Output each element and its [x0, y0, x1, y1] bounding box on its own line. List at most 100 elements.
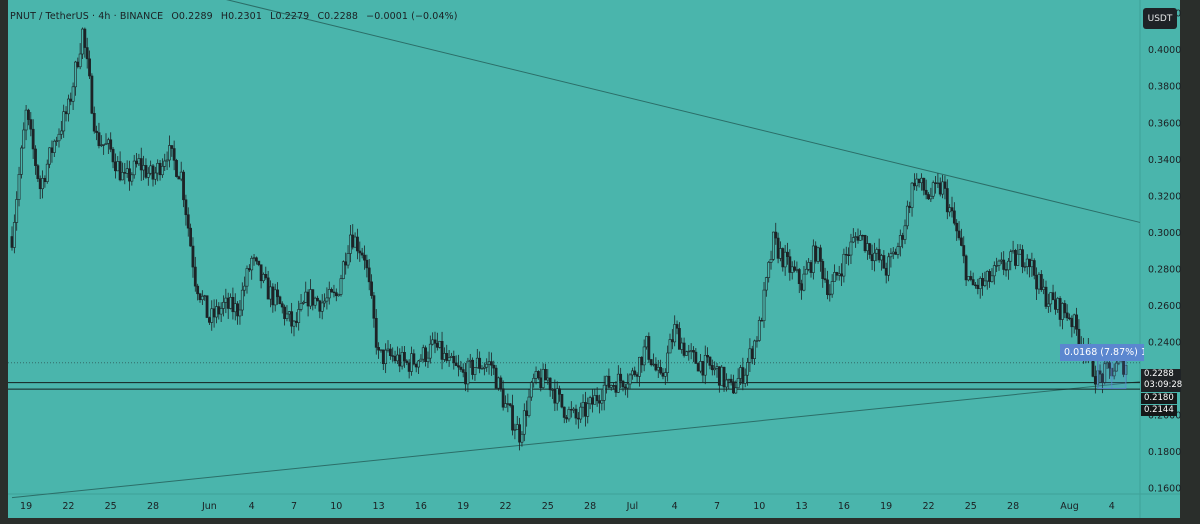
candle-up	[689, 350, 693, 352]
candle-down	[43, 178, 47, 182]
current-price-value: 0.2288	[1144, 369, 1174, 379]
candle-up	[551, 389, 554, 391]
candle-down	[814, 245, 818, 262]
candle-down	[259, 264, 263, 282]
candle-up	[304, 291, 308, 303]
candle-up	[769, 258, 773, 263]
candle-up	[1006, 260, 1010, 271]
candle-down	[264, 274, 268, 279]
candle-up	[71, 86, 75, 102]
candle-up	[104, 143, 108, 145]
price-tick-label: 0.2800	[1148, 264, 1181, 275]
candle-up	[339, 278, 343, 295]
candle-up	[811, 245, 815, 273]
candle-down	[175, 160, 178, 177]
time-tick-label: Aug	[1060, 501, 1079, 512]
candle-down	[882, 255, 886, 269]
candle-up	[828, 293, 832, 296]
candle-down	[1054, 299, 1057, 310]
candle-down	[508, 403, 512, 406]
candle-down	[489, 361, 493, 366]
time-tick-label: Jul	[626, 501, 638, 512]
time-tick-label: 25	[542, 501, 554, 512]
candle-up	[473, 367, 477, 375]
candle-down	[226, 297, 230, 309]
candle-down	[677, 328, 681, 350]
currency-button[interactable]: USDT	[1143, 8, 1177, 29]
candle-up	[1103, 363, 1107, 383]
candle-down	[964, 255, 968, 281]
time-tick-label: 19	[20, 501, 32, 512]
candle-down	[1068, 317, 1071, 320]
measure-label: 0.0168 (7.87%) 16	[1060, 344, 1144, 361]
candle-up	[384, 349, 388, 365]
candle-down	[732, 381, 735, 394]
candle-down	[367, 267, 371, 283]
candle-up	[1011, 250, 1015, 253]
candle-countdown: 03:09:28	[1144, 380, 1183, 390]
candle-up	[685, 351, 688, 356]
candle-down	[518, 424, 522, 443]
candle-up	[24, 109, 28, 131]
candle-down	[365, 259, 369, 269]
candle-up	[724, 379, 728, 388]
candle-up	[348, 234, 352, 254]
candle-up	[720, 366, 724, 386]
candle-up	[45, 163, 49, 182]
price-tick-label: 0.1600	[1148, 484, 1181, 495]
time-tick-label: 4	[1109, 501, 1115, 512]
candle-down	[1028, 258, 1031, 268]
candle-down	[623, 386, 627, 389]
candle-up	[22, 129, 26, 149]
candle-up	[983, 280, 987, 286]
candle-down	[135, 160, 138, 165]
candle-up	[309, 289, 312, 307]
candle-up	[767, 262, 771, 278]
candle-up	[1061, 303, 1064, 320]
price-tick-label: 0.3600	[1148, 118, 1181, 129]
candle-up	[529, 382, 533, 398]
time-tick-label: Jun	[201, 501, 217, 512]
candle-up	[910, 182, 914, 208]
candle-down	[682, 342, 686, 356]
candle-down	[945, 188, 949, 213]
candle-up	[428, 343, 432, 359]
candle-down	[927, 194, 930, 200]
candle-up	[783, 251, 787, 268]
candle-up	[652, 363, 655, 366]
candle-down	[457, 365, 460, 368]
candle-down	[471, 359, 475, 375]
price-tick-label: 0.3200	[1148, 191, 1181, 202]
candle-down	[800, 283, 804, 291]
candle-up	[313, 297, 317, 306]
candle-up	[727, 378, 731, 381]
candle-down	[955, 222, 959, 232]
candle-down	[635, 374, 639, 377]
price-tick-label: 0.4000	[1148, 45, 1181, 56]
time-tick-label: 10	[753, 501, 765, 512]
candle-down	[69, 98, 73, 102]
candle-up	[898, 235, 902, 247]
candle-up	[269, 286, 272, 300]
candle-down	[158, 162, 162, 176]
candle-up	[889, 253, 893, 258]
support-level-1-tag: 0.2180	[1141, 393, 1177, 404]
candle-down	[151, 165, 155, 180]
candle-up	[179, 171, 183, 180]
trendline	[11, 381, 1141, 499]
candle-down	[583, 402, 587, 417]
candle-up	[748, 348, 752, 363]
candle-up	[527, 396, 531, 416]
candle-down	[499, 377, 503, 389]
candle-down	[257, 260, 261, 266]
candle-up	[287, 311, 291, 315]
candle-down	[95, 130, 99, 133]
candle-up	[419, 358, 423, 362]
candle-down	[344, 261, 348, 266]
candle-down	[271, 286, 275, 306]
candle-down	[809, 262, 813, 273]
candle-down	[186, 214, 190, 229]
symbol-label[interactable]: PNUT / TetherUS · 4h · BINANCE	[10, 11, 164, 22]
candle-up	[325, 297, 329, 302]
